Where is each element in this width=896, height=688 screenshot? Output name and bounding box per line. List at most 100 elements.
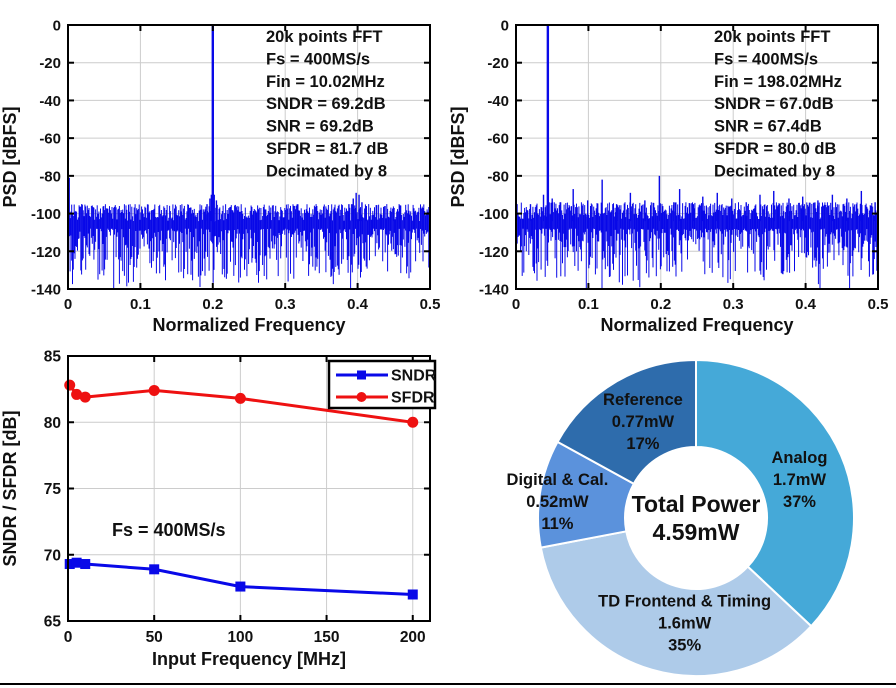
annotation-line: Fin = 10.02MHz — [266, 73, 385, 91]
marker-square — [235, 581, 246, 592]
annotation-line: SFDR = 81.7 dB — [266, 140, 388, 158]
x-axis-label: Normalized Frequency — [600, 315, 793, 335]
marker-circle — [407, 416, 419, 428]
axis-ticks — [67, 24, 431, 290]
x-tick-label: 0 — [64, 629, 73, 646]
slice-label-line: 11% — [541, 515, 573, 533]
y-tick-label: 65 — [44, 614, 62, 631]
psd-plot-fin-198mhz: 0 0.1 0.2 0.3 0.4 0.5 0 -20 -40 -60 -80 -100 -120 -14… — [448, 18, 888, 336]
marker-circle — [234, 392, 246, 404]
y-tick-label: -140 — [31, 282, 61, 299]
y-tick-label: -60 — [39, 131, 61, 148]
x-tick-label: 0.4 — [795, 296, 817, 313]
x-tick-label: 0.3 — [275, 296, 296, 313]
legend-label: SFDR — [391, 390, 435, 407]
y-tick-label: -40 — [39, 93, 61, 110]
x-axis-label: Normalized Frequency — [152, 315, 345, 335]
annotation-line: Decimated by 8 — [266, 162, 387, 180]
donut-panel: Analog 1.7mW 37% TD Frontend & Timing 1.6mW 3… — [507, 359, 855, 677]
x-tick-label: 0.5 — [868, 296, 889, 313]
spurs — [206, 192, 395, 222]
y-axis-label: PSD [dBFS] — [0, 107, 20, 208]
slice-label: Analog 1.7mW 37% — [771, 449, 827, 511]
legend-box — [327, 359, 437, 410]
x-axis-label: Input Frequency [MHz] — [152, 649, 346, 669]
annotation-line: SNDR = 67.0dB — [714, 95, 834, 113]
bottom-divider-rule — [0, 683, 896, 685]
y-tick-label: 75 — [44, 481, 62, 498]
slice-label: TD Frontend & Timing 1.6mW 35% — [598, 592, 771, 654]
annotation-line: Fin = 198.02MHz — [714, 73, 842, 91]
x-tick-label: 0.2 — [202, 296, 223, 313]
annotation-block: 20k points FFT Fs = 400MS/s Fin = 10.02MHz… — [266, 28, 388, 180]
x-tick-label: 0.3 — [723, 296, 744, 313]
psd-panel: 0 0.1 0.2 0.3 0.4 0.5 0 -20 -40 -60 -80 -100 -120 -14… — [0, 18, 440, 336]
x-tick-label: 150 — [314, 629, 340, 646]
y-axis-label: SNDR / SFDR [dB] — [0, 411, 20, 567]
annotation-line: 20k points FFT — [714, 28, 830, 46]
spurs — [529, 175, 876, 222]
x-tick-label: 0 — [512, 296, 520, 313]
y-tick-label: 85 — [44, 349, 62, 366]
legend-label: SNDR — [391, 368, 437, 385]
y-tick-label: -40 — [487, 93, 509, 110]
annotation-line: Decimated by 8 — [714, 162, 835, 180]
center-label-title: Total Power — [632, 491, 761, 517]
y-tick-label: -140 — [479, 282, 509, 299]
y-tick-label: -80 — [39, 168, 61, 185]
annotation-line: Fs = 400MS/s — [266, 50, 370, 68]
x-tick-label: 0.1 — [130, 296, 151, 313]
y-tick-label: -120 — [31, 244, 61, 261]
slice-td-frontend-timing — [539, 530, 813, 677]
annotation-line: 20k points FFT — [266, 28, 382, 46]
legend: SNDR SFDR — [327, 359, 437, 410]
psd-panel: 0 0.1 0.2 0.3 0.4 0.5 0 -20 -40 -60 -80 -100 -120 -14… — [448, 18, 888, 336]
axis-box — [515, 24, 879, 290]
axis-ticks — [67, 355, 430, 622]
x-tick-label: 0.1 — [578, 296, 599, 313]
annotation-line: SNR = 69.2dB — [266, 118, 374, 136]
marker-square — [71, 557, 82, 568]
slice-label-line: Reference — [603, 391, 683, 409]
marker-square — [407, 589, 418, 600]
x-tick-label: 0.5 — [420, 296, 441, 313]
sweep-panel: 0 50 100 150 200 65 70 75 80 85 Input Frequency [M… — [0, 349, 437, 670]
y-tick-label: 70 — [44, 547, 61, 564]
fft-noise-floor — [515, 202, 879, 289]
slice-reference — [556, 359, 697, 485]
y-tick-label: 0 — [501, 18, 509, 35]
x-tick-label: 0.2 — [650, 296, 671, 313]
y-tick-label: 80 — [44, 415, 61, 432]
annotation-line: SNDR = 69.2dB — [266, 95, 386, 113]
marker-circle — [71, 388, 83, 400]
marker-circle — [64, 379, 76, 391]
slice-analog — [695, 359, 855, 628]
slice-label-line: 17% — [626, 435, 659, 453]
sndr-sfdr-vs-input-frequency-plot: 0 50 100 150 200 65 70 75 80 85 Input Frequency [M… — [0, 349, 437, 670]
y-tick-label: -60 — [487, 131, 509, 148]
y-tick-label: -100 — [31, 206, 61, 223]
slice-label-line: Analog — [771, 449, 827, 467]
fft-noise-floor — [67, 204, 431, 289]
power-breakdown-donut-chart: Analog 1.7mW 37% TD Frontend & Timing 1.6mW 3… — [507, 359, 855, 677]
x-tick-label: 100 — [227, 629, 253, 646]
slice-label-line: Digital & Cal. — [507, 471, 609, 489]
y-tick-label: -80 — [487, 168, 509, 185]
y-tick-label: -120 — [479, 244, 509, 261]
marker-square — [149, 564, 160, 575]
axis-ticks — [515, 24, 879, 290]
psd-plot-fin-10mhz: 0 0.1 0.2 0.3 0.4 0.5 0 -20 -40 -60 -80 -100 -120 -14… — [0, 18, 440, 336]
annotation-line: SNR = 67.4dB — [714, 118, 822, 136]
marker-circle — [79, 391, 91, 403]
marker-square — [64, 559, 75, 570]
y-axis-label: PSD [dBFS] — [448, 107, 468, 208]
slice-label-line: 0.52mW — [526, 493, 589, 511]
slice-label-line: TD Frontend & Timing — [598, 592, 771, 610]
slice-label-line: 35% — [668, 636, 701, 654]
slice-label-line: 1.7mW — [773, 471, 827, 489]
x-tick-label: 0 — [64, 296, 72, 313]
slice-label: Reference 0.77mW 17% — [603, 391, 683, 453]
marker-circle — [148, 384, 160, 396]
y-tick-label: -20 — [39, 55, 61, 72]
